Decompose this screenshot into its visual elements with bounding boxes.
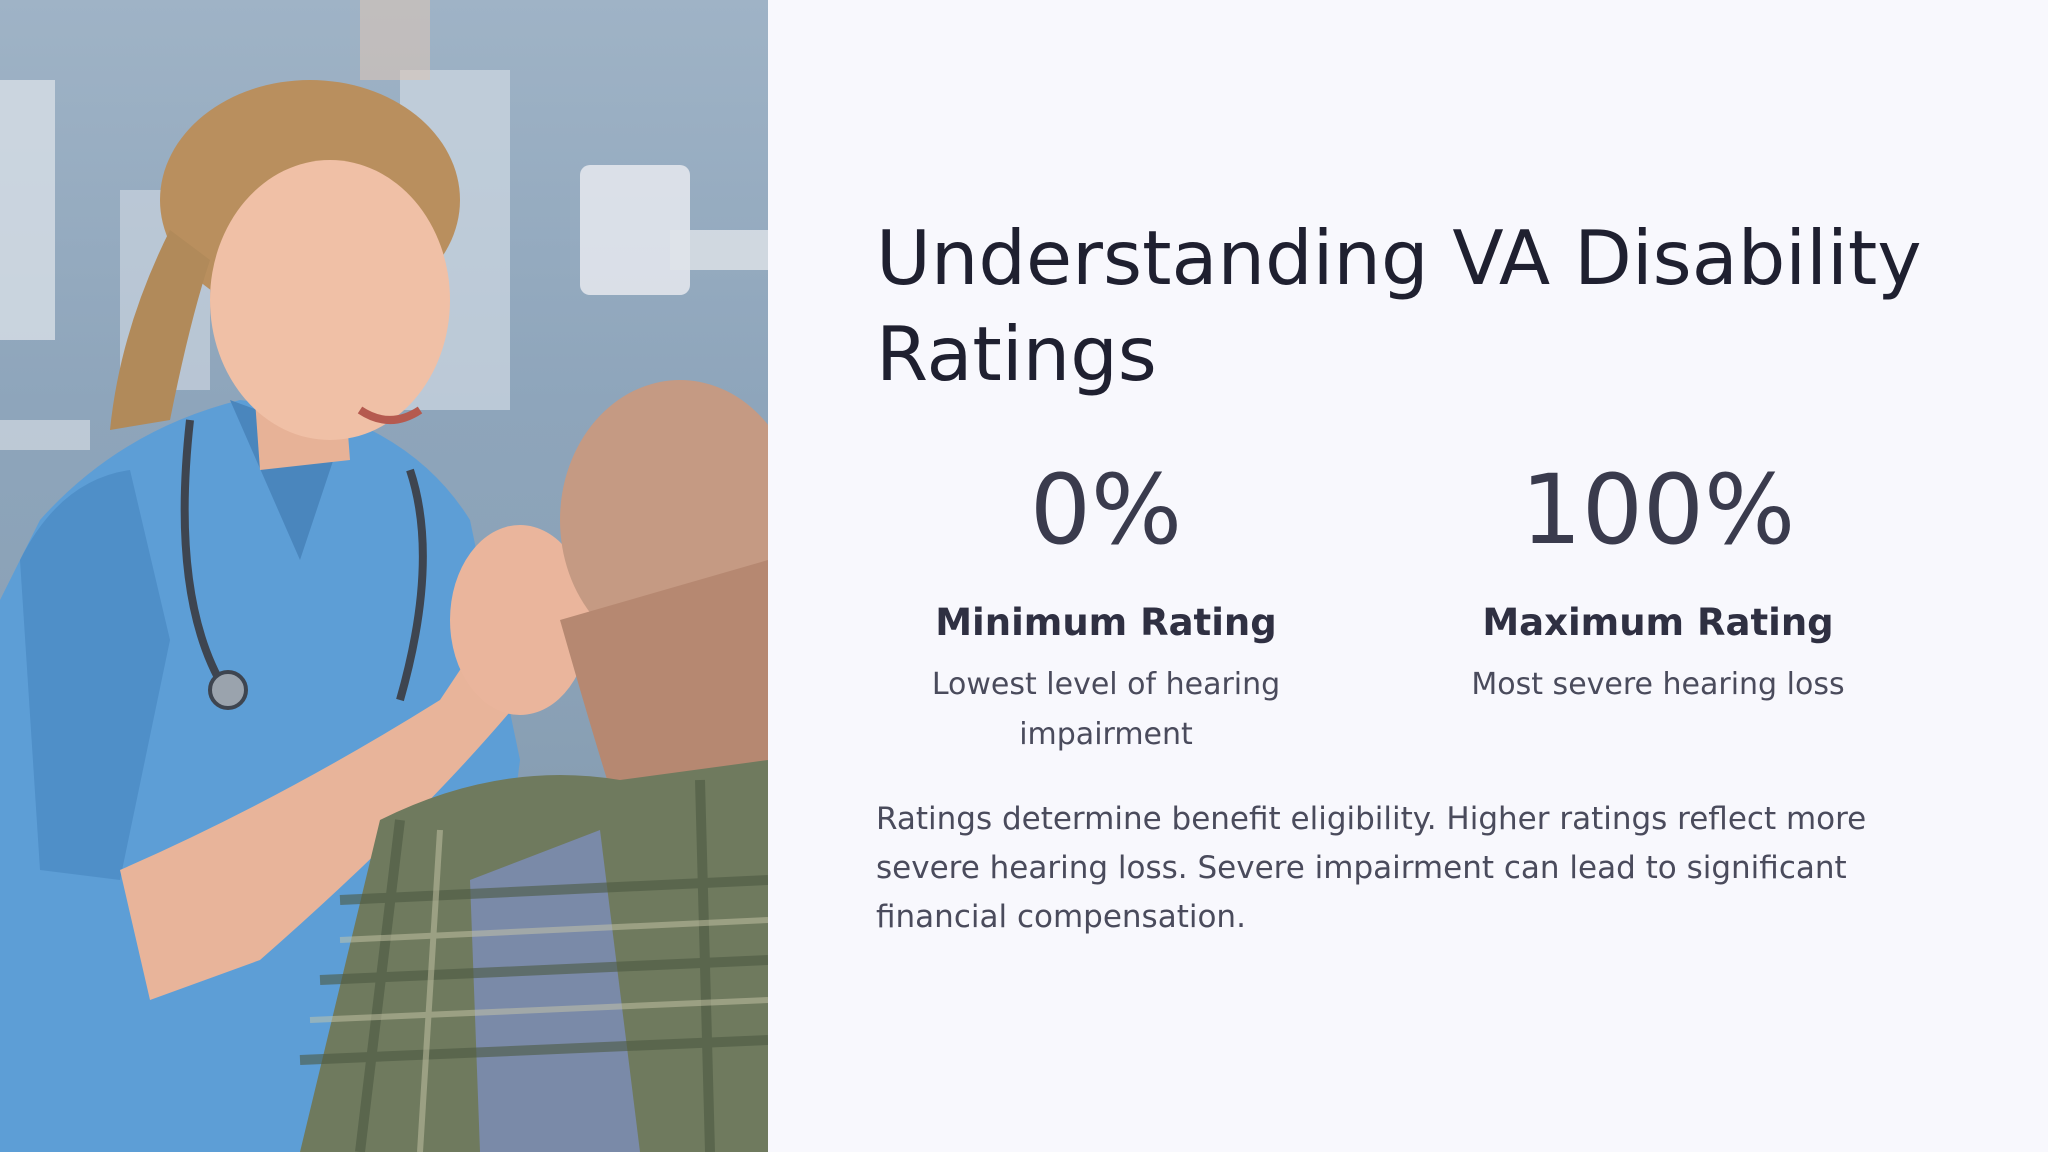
content-panel: Understanding VA Disability Ratings 0% M… bbox=[876, 0, 1996, 1152]
stat-value: 100% bbox=[1520, 454, 1796, 566]
nurse-examining-patient-photo bbox=[0, 0, 768, 1152]
stat-description: Most severe hearing loss bbox=[1471, 667, 1845, 702]
stat-label: Minimum Rating bbox=[935, 601, 1277, 644]
stat-minimum: 0% Minimum Rating Lowest level of hearin… bbox=[876, 440, 1336, 760]
stat-label: Maximum Rating bbox=[1482, 601, 1834, 644]
rating-stats: 0% Minimum Rating Lowest level of hearin… bbox=[876, 440, 1996, 780]
slide-title: Understanding VA Disability Ratings bbox=[876, 214, 1922, 398]
stat-value: 0% bbox=[1029, 454, 1183, 566]
summary-paragraph: Ratings determine benefit eligibility. H… bbox=[876, 801, 1867, 935]
stat-maximum: 100% Maximum Rating Most severe hearing … bbox=[1428, 440, 1888, 710]
stat-description: Lowest level of hearing impairment bbox=[931, 667, 1281, 752]
